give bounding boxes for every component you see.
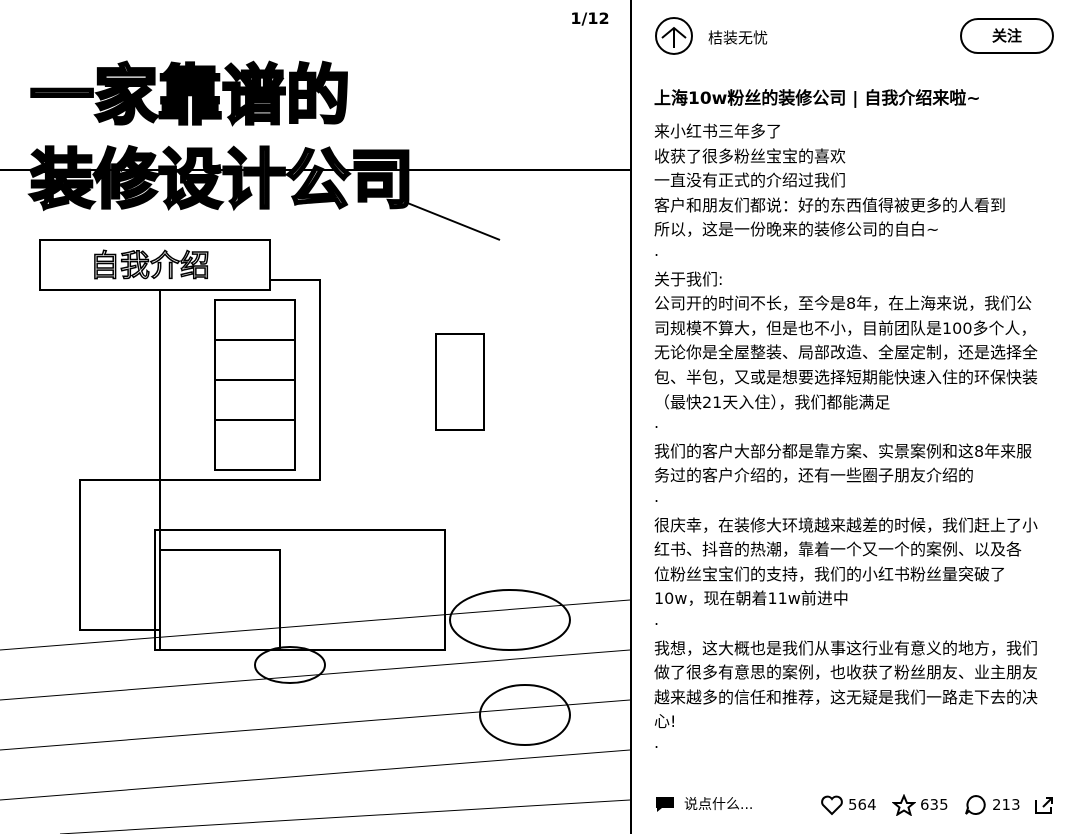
body-line: .: [654, 241, 660, 260]
body-line: 我想，这大概也是我们从事这行业有意义的地方，我们: [654, 638, 1039, 658]
body-line: 客户和朋友们都说：好的东西值得被更多的人看到: [654, 195, 1007, 215]
like-icon: [821, 795, 843, 816]
comment-count: 213: [992, 796, 1021, 814]
body-line: 公司开的时间不长，至今是8年，在上海来说，我们公: [654, 294, 1033, 314]
body-line: 做了很多有意思的案例，也收获了粉丝朋友、业主朋友: [654, 663, 1039, 683]
collect-count: 635: [920, 796, 949, 814]
body-line: 一直没有正式的介绍过我们: [654, 171, 847, 191]
image-title-line: 装修设计公司: [30, 144, 414, 218]
body-line: 10w，现在朝着11w前进中: [654, 589, 849, 609]
like-button[interactable]: 564: [820, 794, 877, 816]
comment-input-icon: [656, 797, 674, 812]
image-subtitle: 自我介绍: [90, 249, 210, 284]
follow-button[interactable]: 关注: [960, 18, 1054, 54]
divider: [630, 0, 632, 834]
body-line: 务过的客户介绍的，还有一些圈子朋友介绍的: [654, 466, 975, 486]
body-line: 来小红书三年多了: [654, 122, 783, 141]
comment-placeholder: 说点什么...: [684, 797, 754, 813]
collect-button[interactable]: 635: [892, 794, 949, 816]
body-line: 所以，这是一份晚来的装修公司的自白~: [654, 220, 940, 240]
comment-input[interactable]: 说点什么...: [654, 794, 753, 814]
body-line: 我们的客户大部分都是靠方案、实景案例和这8年来服: [654, 441, 1033, 461]
body-line: 越来越多的信任和推荐，这无疑是我们一路走下去的决: [654, 687, 1039, 707]
body-line: 司规模不算大，但是也不小，目前团队是100多个人，: [654, 318, 1037, 338]
post-image: 1/12 自我介绍 一家靠谱的装修设计公司: [0, 9, 630, 834]
body-line: 包、半包，又或是想要选择短期能快速入住的环保快装: [654, 368, 1039, 387]
image-title-line: 一家靠谱的: [30, 60, 350, 134]
body-line: .: [654, 413, 660, 433]
comment-icon: [965, 794, 986, 815]
post-title: 上海10w粉丝的装修公司 | 自我介绍来啦~: [654, 89, 981, 109]
like-count: 564: [848, 796, 877, 814]
share-button[interactable]: [1032, 794, 1056, 816]
avatar: [655, 17, 693, 55]
body-line: 红书、抖音的热潮，靠着一个又一个的案例、以及各: [654, 540, 1023, 560]
body-line: .: [654, 733, 660, 752]
body-line: 收获了很多粉丝宝宝的喜欢: [654, 146, 847, 166]
body-line: 关于我们:: [654, 269, 724, 289]
collect-icon: [892, 794, 916, 816]
body-line: .: [654, 610, 660, 629]
body-line: （最快21天入住），我们都能满足: [654, 392, 891, 412]
body-line: 心!: [654, 712, 677, 732]
author-name[interactable]: 桔装无忧: [708, 29, 769, 47]
body-line: .: [654, 487, 660, 506]
comment-button[interactable]: 213: [964, 794, 1021, 816]
page-indicator: 1/12: [570, 9, 609, 28]
body-line: 很庆幸，在装修大环境越来越差的时候，我们赶上了小: [654, 515, 1039, 535]
body-line: 无论你是全屋整装、局部改造、全屋定制，还是选择全: [654, 343, 1039, 363]
spacer: [654, 780, 1080, 782]
body-line: 位粉丝宝宝们的支持，我们的小红书粉丝量突破了: [654, 564, 1007, 584]
